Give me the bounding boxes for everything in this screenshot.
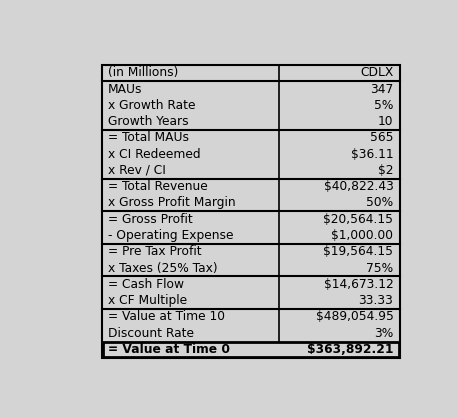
Text: (in Millions): (in Millions) <box>108 66 178 79</box>
Text: 5%: 5% <box>374 99 393 112</box>
Text: = Value at Time 10: = Value at Time 10 <box>108 310 225 324</box>
Bar <box>102 65 400 357</box>
Text: $19,564.15: $19,564.15 <box>323 245 393 258</box>
Text: $36.11: $36.11 <box>351 148 393 161</box>
Text: x CI Redeemed: x CI Redeemed <box>108 148 201 161</box>
Text: = Pre Tax Profit: = Pre Tax Profit <box>108 245 202 258</box>
Text: $489,054.95: $489,054.95 <box>316 310 393 324</box>
Bar <box>103 342 399 357</box>
Text: = Value at Time 0: = Value at Time 0 <box>108 343 230 356</box>
Text: = Total MAUs: = Total MAUs <box>108 131 189 144</box>
Text: 565: 565 <box>370 131 393 144</box>
Text: $40,822.43: $40,822.43 <box>323 180 393 193</box>
Text: 10: 10 <box>378 115 393 128</box>
Text: - Operating Expense: - Operating Expense <box>108 229 234 242</box>
Text: x Taxes (25% Tax): x Taxes (25% Tax) <box>108 262 218 275</box>
Text: = Cash Flow: = Cash Flow <box>108 278 184 291</box>
Text: $363,892.21: $363,892.21 <box>307 343 393 356</box>
Text: MAUs: MAUs <box>108 82 142 96</box>
Text: 347: 347 <box>370 82 393 96</box>
Text: x CF Multiple: x CF Multiple <box>108 294 187 307</box>
Text: = Total Revenue: = Total Revenue <box>108 180 208 193</box>
Text: = Gross Profit: = Gross Profit <box>108 213 193 226</box>
Text: Growth Years: Growth Years <box>108 115 189 128</box>
Text: CDLX: CDLX <box>360 66 393 79</box>
Text: $2: $2 <box>378 164 393 177</box>
Text: x Gross Profit Margin: x Gross Profit Margin <box>108 196 235 209</box>
Text: x Rev / CI: x Rev / CI <box>108 164 166 177</box>
Text: Discount Rate: Discount Rate <box>108 326 194 340</box>
Text: 75%: 75% <box>366 262 393 275</box>
Text: 50%: 50% <box>366 196 393 209</box>
Text: $1,000.00: $1,000.00 <box>332 229 393 242</box>
Text: $20,564.15: $20,564.15 <box>323 213 393 226</box>
Text: 33.33: 33.33 <box>359 294 393 307</box>
Text: 3%: 3% <box>374 326 393 340</box>
Text: $14,673.12: $14,673.12 <box>324 278 393 291</box>
Text: x Growth Rate: x Growth Rate <box>108 99 196 112</box>
